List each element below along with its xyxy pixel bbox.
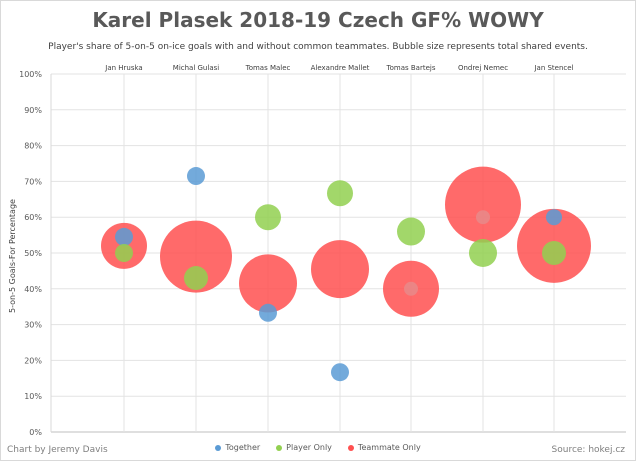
legend: Together Player Only Teammate Only — [1, 443, 635, 452]
y-tick-label: 80% — [24, 142, 42, 151]
x-category-label: Jan Hruska — [104, 64, 142, 72]
y-axis-title: 5-on-5 Goals-For Percentage — [8, 199, 17, 313]
chart-title: Karel Plasek 2018-19 Czech GF% WOWY — [92, 8, 544, 32]
legend-marker — [347, 444, 354, 451]
legend-item: Teammate Only — [347, 443, 421, 452]
bubble-point — [259, 303, 277, 322]
bubble-point — [445, 166, 521, 243]
bubble-point — [115, 227, 133, 246]
bubble-point — [476, 210, 490, 225]
bubble-point — [115, 244, 133, 262]
y-tick-label: 60% — [24, 213, 42, 222]
legend-item: Together — [215, 443, 260, 452]
y-tick-label: 30% — [24, 321, 42, 330]
legend-label: Together — [225, 443, 261, 452]
source-text: Source: hokej.cz — [551, 445, 625, 455]
bubble-point — [184, 266, 208, 291]
x-axis-categories: Jan Hruska Michal Gulasi Tomas Malec Alexan… — [104, 64, 573, 72]
x-category-label: Michal Gulasi — [173, 64, 219, 72]
bubble-point — [187, 167, 205, 186]
x-category-label: Tomas Malec — [245, 64, 291, 72]
x-category-label: Jan Stencel — [533, 64, 573, 72]
y-tick-label: 50% — [24, 249, 42, 258]
bubbles — [101, 166, 591, 382]
legend-marker — [276, 444, 283, 451]
x-category-label: Ondrej Nemec — [458, 64, 508, 72]
legend-label: Player Only — [286, 443, 332, 452]
bubble-point — [331, 363, 349, 382]
bubble-point — [542, 241, 566, 265]
legend-label: Teammate Only — [357, 443, 421, 452]
y-tick-label: 20% — [24, 356, 42, 365]
x-category-label: Alexandre Mallet — [311, 64, 370, 72]
y-tick-label: 90% — [24, 106, 42, 115]
bubble-point — [239, 254, 297, 313]
bubble-point — [546, 209, 562, 226]
y-tick-label: 70% — [24, 177, 42, 186]
y-tick-label: 0% — [29, 428, 42, 437]
x-category-label: Tomas Bartejs — [386, 64, 436, 72]
legend-marker — [215, 444, 222, 451]
y-tick-label: 10% — [24, 392, 42, 401]
bubble-point — [397, 217, 425, 246]
bubble-point — [311, 240, 369, 299]
legend-item: Player Only — [276, 443, 332, 452]
bubble-point — [160, 220, 232, 293]
bubble-point — [469, 239, 497, 267]
chart-subtitle: Player's share of 5-on-5 on-ice goals wi… — [48, 42, 588, 52]
bubble-point — [404, 281, 418, 296]
credit-text: Chart by Jeremy Davis — [7, 445, 108, 455]
bubble-point — [255, 204, 281, 231]
y-axis-ticks: 0% 10% 20% 30% 40% 50% 60% 70% 80% 90% 100% — [19, 70, 42, 437]
bubble-point — [327, 180, 353, 207]
y-tick-label: 100% — [19, 70, 42, 79]
y-tick-label: 40% — [24, 285, 42, 294]
